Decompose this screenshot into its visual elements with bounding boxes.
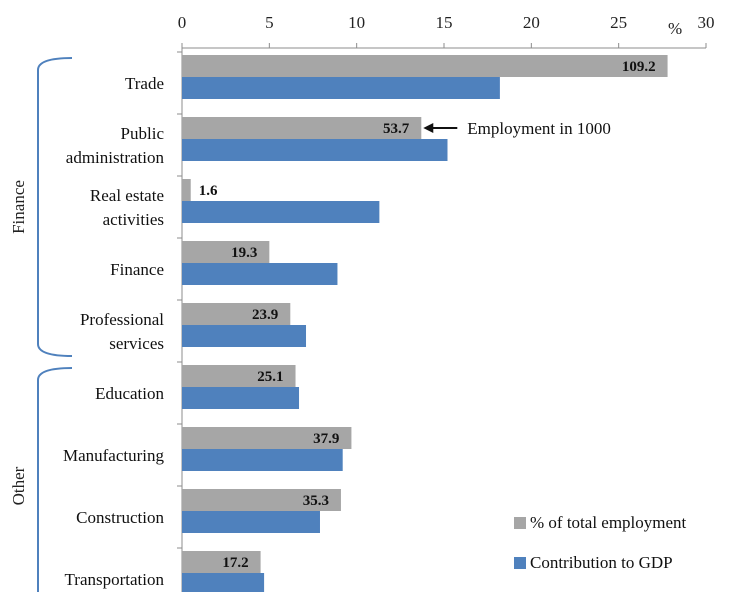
x-tick-label: 10 xyxy=(348,13,365,32)
bars xyxy=(182,55,668,592)
category-label: Finance xyxy=(110,260,164,279)
employment-bar xyxy=(182,551,261,573)
employment-bar xyxy=(182,427,352,449)
employment-bar xyxy=(182,179,191,201)
x-axis-ticks: 0 5 10 15 20 25 30 xyxy=(178,13,715,48)
annotation-text: Employment in 1000 xyxy=(467,119,611,138)
annotation: Employment in 1000 xyxy=(423,119,611,138)
gdp-bar xyxy=(182,201,380,223)
x-tick-label: 0 xyxy=(178,13,187,32)
category-label: Professional services xyxy=(80,310,164,353)
legend-swatch xyxy=(514,517,526,529)
x-tick-label: 25 xyxy=(610,13,627,32)
x-tick-label: 15 xyxy=(436,13,453,32)
employment-data-label: 25.1 xyxy=(257,369,283,385)
employment-bar xyxy=(182,365,296,387)
data-labels: 109.2 53.7 1.6 19.3 23.9 25.1 37.9 35.3 17.2 xyxy=(199,59,656,571)
category-label: Education xyxy=(95,384,164,403)
legend-swatch xyxy=(514,557,526,569)
employment-data-label: 23.9 xyxy=(252,307,278,323)
x-tick-label: 5 xyxy=(265,13,274,32)
gdp-bar xyxy=(182,263,338,285)
group-bracket xyxy=(37,367,73,592)
employment-data-label: 35.3 xyxy=(303,493,329,509)
employment-data-label: 53.7 xyxy=(383,121,410,137)
category-label: Construction xyxy=(76,508,164,527)
gdp-bar xyxy=(182,139,448,161)
category-label: Real estate activities xyxy=(90,186,164,229)
employment-bar xyxy=(182,117,422,139)
gdp-bar xyxy=(182,77,500,99)
employment-data-label: 19.3 xyxy=(231,245,257,261)
legend: % of total employment Contribution to GDP xyxy=(514,513,687,572)
legend-label: % of total employment xyxy=(530,513,687,532)
employment-data-label: 109.2 xyxy=(622,59,656,75)
group-bracket xyxy=(37,57,73,357)
category-label: Manufacturing xyxy=(63,446,165,465)
legend-label: Contribution to GDP xyxy=(530,553,673,572)
group-brackets: Finance Other xyxy=(9,57,73,592)
group-label: Finance xyxy=(9,180,28,234)
gdp-bar xyxy=(182,387,300,409)
category-label: Trade xyxy=(125,74,164,93)
x-axis-unit-label: % xyxy=(668,19,682,38)
employment-data-label: 17.2 xyxy=(222,555,248,571)
gdp-bar xyxy=(182,573,265,592)
employment-bar xyxy=(182,303,291,325)
category-label: Transportation xyxy=(65,570,165,589)
gdp-bar xyxy=(182,325,307,347)
gdp-bar xyxy=(182,511,320,533)
employment-bar xyxy=(182,241,270,263)
group-label: Other xyxy=(9,466,28,505)
category-label: Public administration xyxy=(66,124,165,167)
category-labels: Trade Public administration Real estate acti… xyxy=(63,74,165,589)
employment-bar xyxy=(182,55,668,77)
x-tick-label: 30 xyxy=(698,13,715,32)
employment-data-label: 37.9 xyxy=(313,431,339,447)
x-tick-label: 20 xyxy=(523,13,540,32)
annotation-arrowhead xyxy=(423,123,434,133)
gdp-bar xyxy=(182,449,343,471)
employment-bar xyxy=(182,489,341,511)
employment-data-label: 1.6 xyxy=(199,183,218,199)
